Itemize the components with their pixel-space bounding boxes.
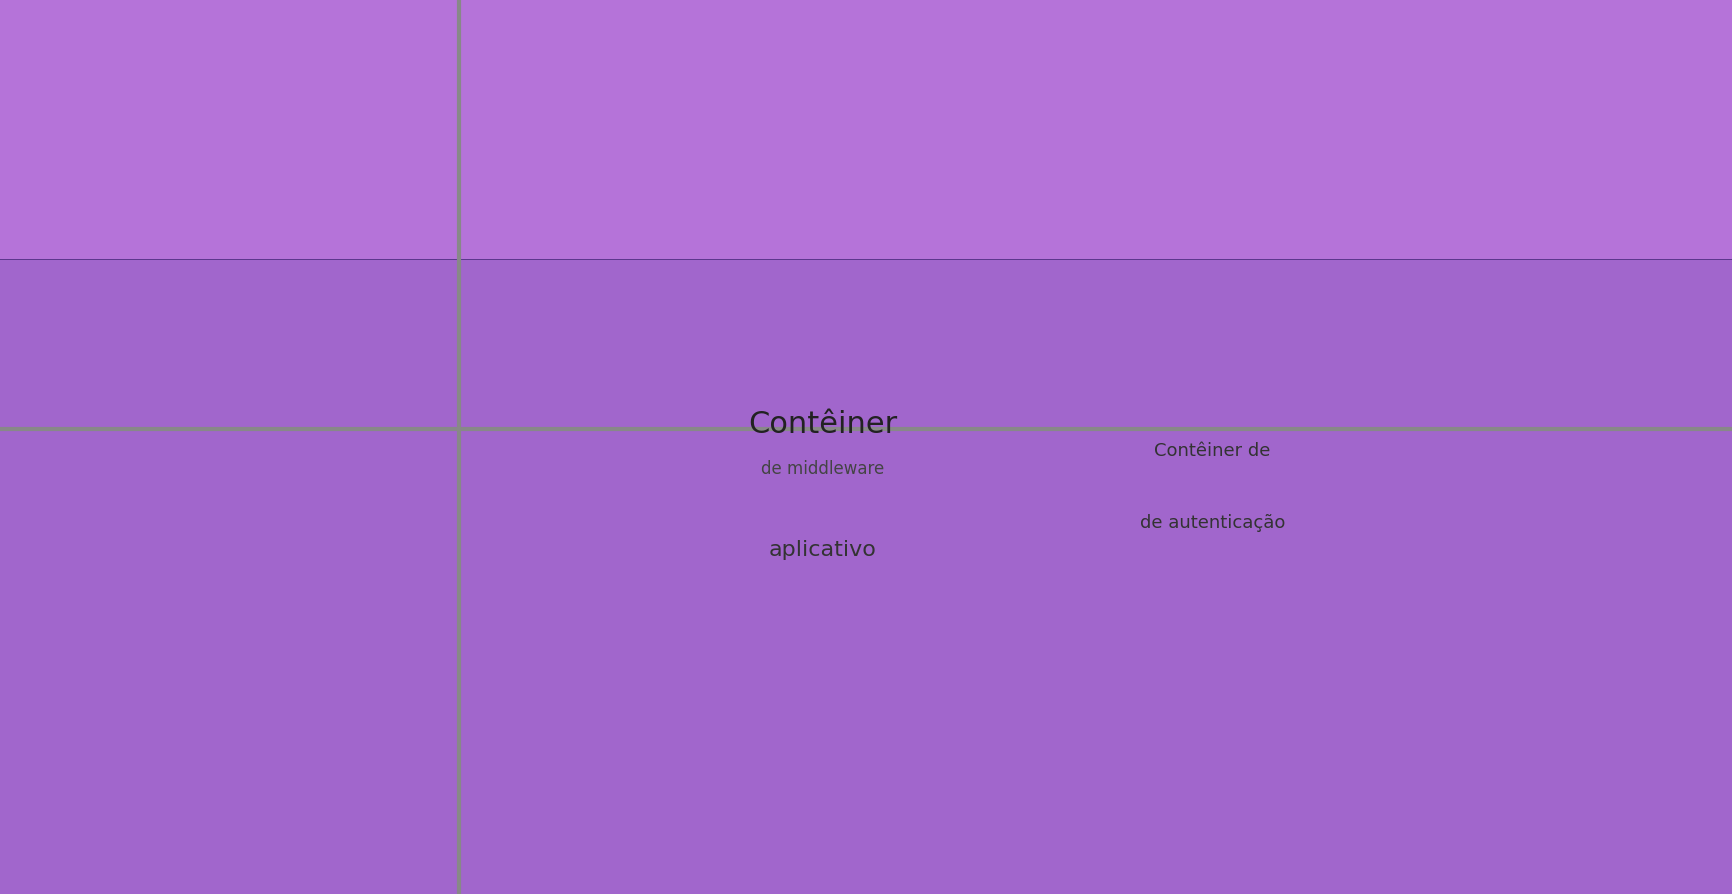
FancyArrowPatch shape (0, 422, 1732, 436)
Text: de autenticação: de autenticação (1140, 514, 1285, 532)
Text: Contêiner de: Contêiner de (1154, 443, 1271, 460)
Bar (251, 63, 1697, 831)
Text: aplicativo: aplicativo (769, 540, 876, 560)
FancyArrowPatch shape (180, 429, 1732, 493)
Bar (1039, 232, 1386, 742)
Bar (667, 232, 979, 742)
Bar (650, 170, 1663, 778)
Text: Contêiner: Contêiner (748, 410, 897, 439)
Text: de middleware: de middleware (760, 460, 885, 478)
FancyArrowPatch shape (553, 480, 1476, 494)
